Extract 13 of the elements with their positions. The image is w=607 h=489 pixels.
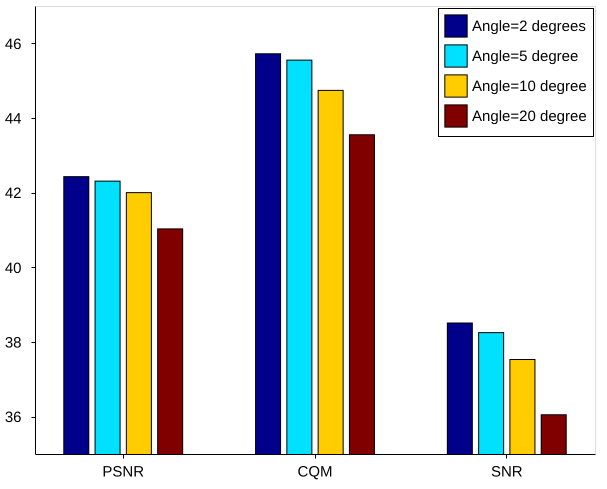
y-tick-label: 38 (4, 334, 22, 352)
y-tick-label: 40 (4, 260, 22, 277)
y-tick-label: 44 (4, 110, 22, 128)
x-tick-label: SNR (490, 464, 523, 480)
y-tick-label: 36 (4, 409, 22, 426)
legend-label: Angle=2 degrees (472, 18, 586, 35)
x-tick-label: PSNR (102, 464, 144, 480)
y-tick-label: 46 (4, 36, 22, 53)
y-tick-label: 42 (4, 185, 22, 202)
legend-label: Angle=20 degree (472, 108, 587, 125)
x-tick-label: CQM (298, 464, 332, 480)
legend-label: Angle=5 degree (472, 48, 578, 65)
legend-label: Angle=10 degree (472, 78, 587, 95)
